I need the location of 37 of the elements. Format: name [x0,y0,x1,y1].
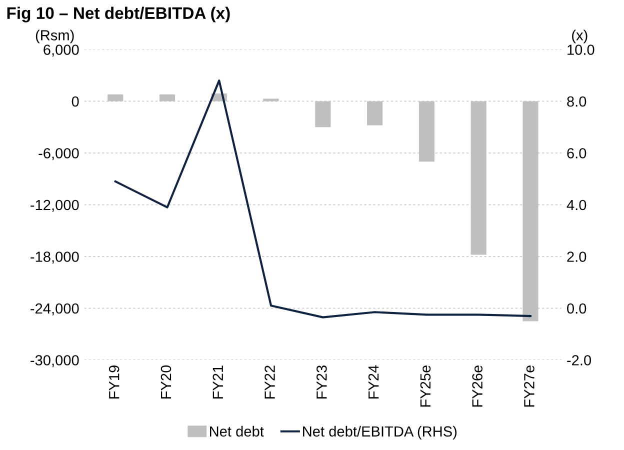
x-tick-label: FY20 [160,365,172,399]
y-tick-label: 0 [72,96,79,107]
bar [159,94,176,102]
bar [522,101,538,322]
y2-tick-label: 2.0 [567,252,586,262]
y2-axis-title: (x) [572,30,588,44]
y2-tick-label: 6.0 [567,148,586,158]
bar [315,101,331,128]
y2-tick-label: 0.0 [567,303,586,314]
bar [418,101,434,162]
bar [108,94,124,102]
x-tick-label: FY21 [212,366,223,399]
chart-title: Fig 10 – Net debt/EBITDA (x) [7,6,230,22]
y2-tick-label: 4.0 [566,200,586,210]
y-tick-label: 6,000 [44,44,79,57]
y-tick-label: -24,000 [30,303,79,316]
y-tick-label: -12,000 [30,200,79,212]
y-tick-label: -6,000 [38,148,79,160]
x-tick-label: FY26e [472,366,482,407]
y-tick-label: -18,000 [30,252,79,264]
x-tick-label: FY24 [368,365,379,399]
bar [367,101,383,126]
x-tick-label: FY23 [316,366,327,399]
legend-label: Net debt/EBITDA (RHS) [303,426,457,440]
y-tick-label: -30,000 [30,355,79,368]
y2-tick-label: 8.0 [567,96,586,107]
y2-tick-label: -2.0 [567,355,592,366]
x-tick-label: FY19 [108,366,120,399]
y-axis-title: (Rsm) [36,30,74,44]
bar [470,101,486,255]
y2-tick-label: 10.0 [568,44,594,55]
x-tick-label: FY25e [420,366,431,407]
legend-label: Net debt [210,426,264,437]
x-tick-label: FY22 [264,366,275,399]
line-series [114,80,532,318]
bar [263,98,279,102]
x-tick-label: FY27e [524,366,534,407]
